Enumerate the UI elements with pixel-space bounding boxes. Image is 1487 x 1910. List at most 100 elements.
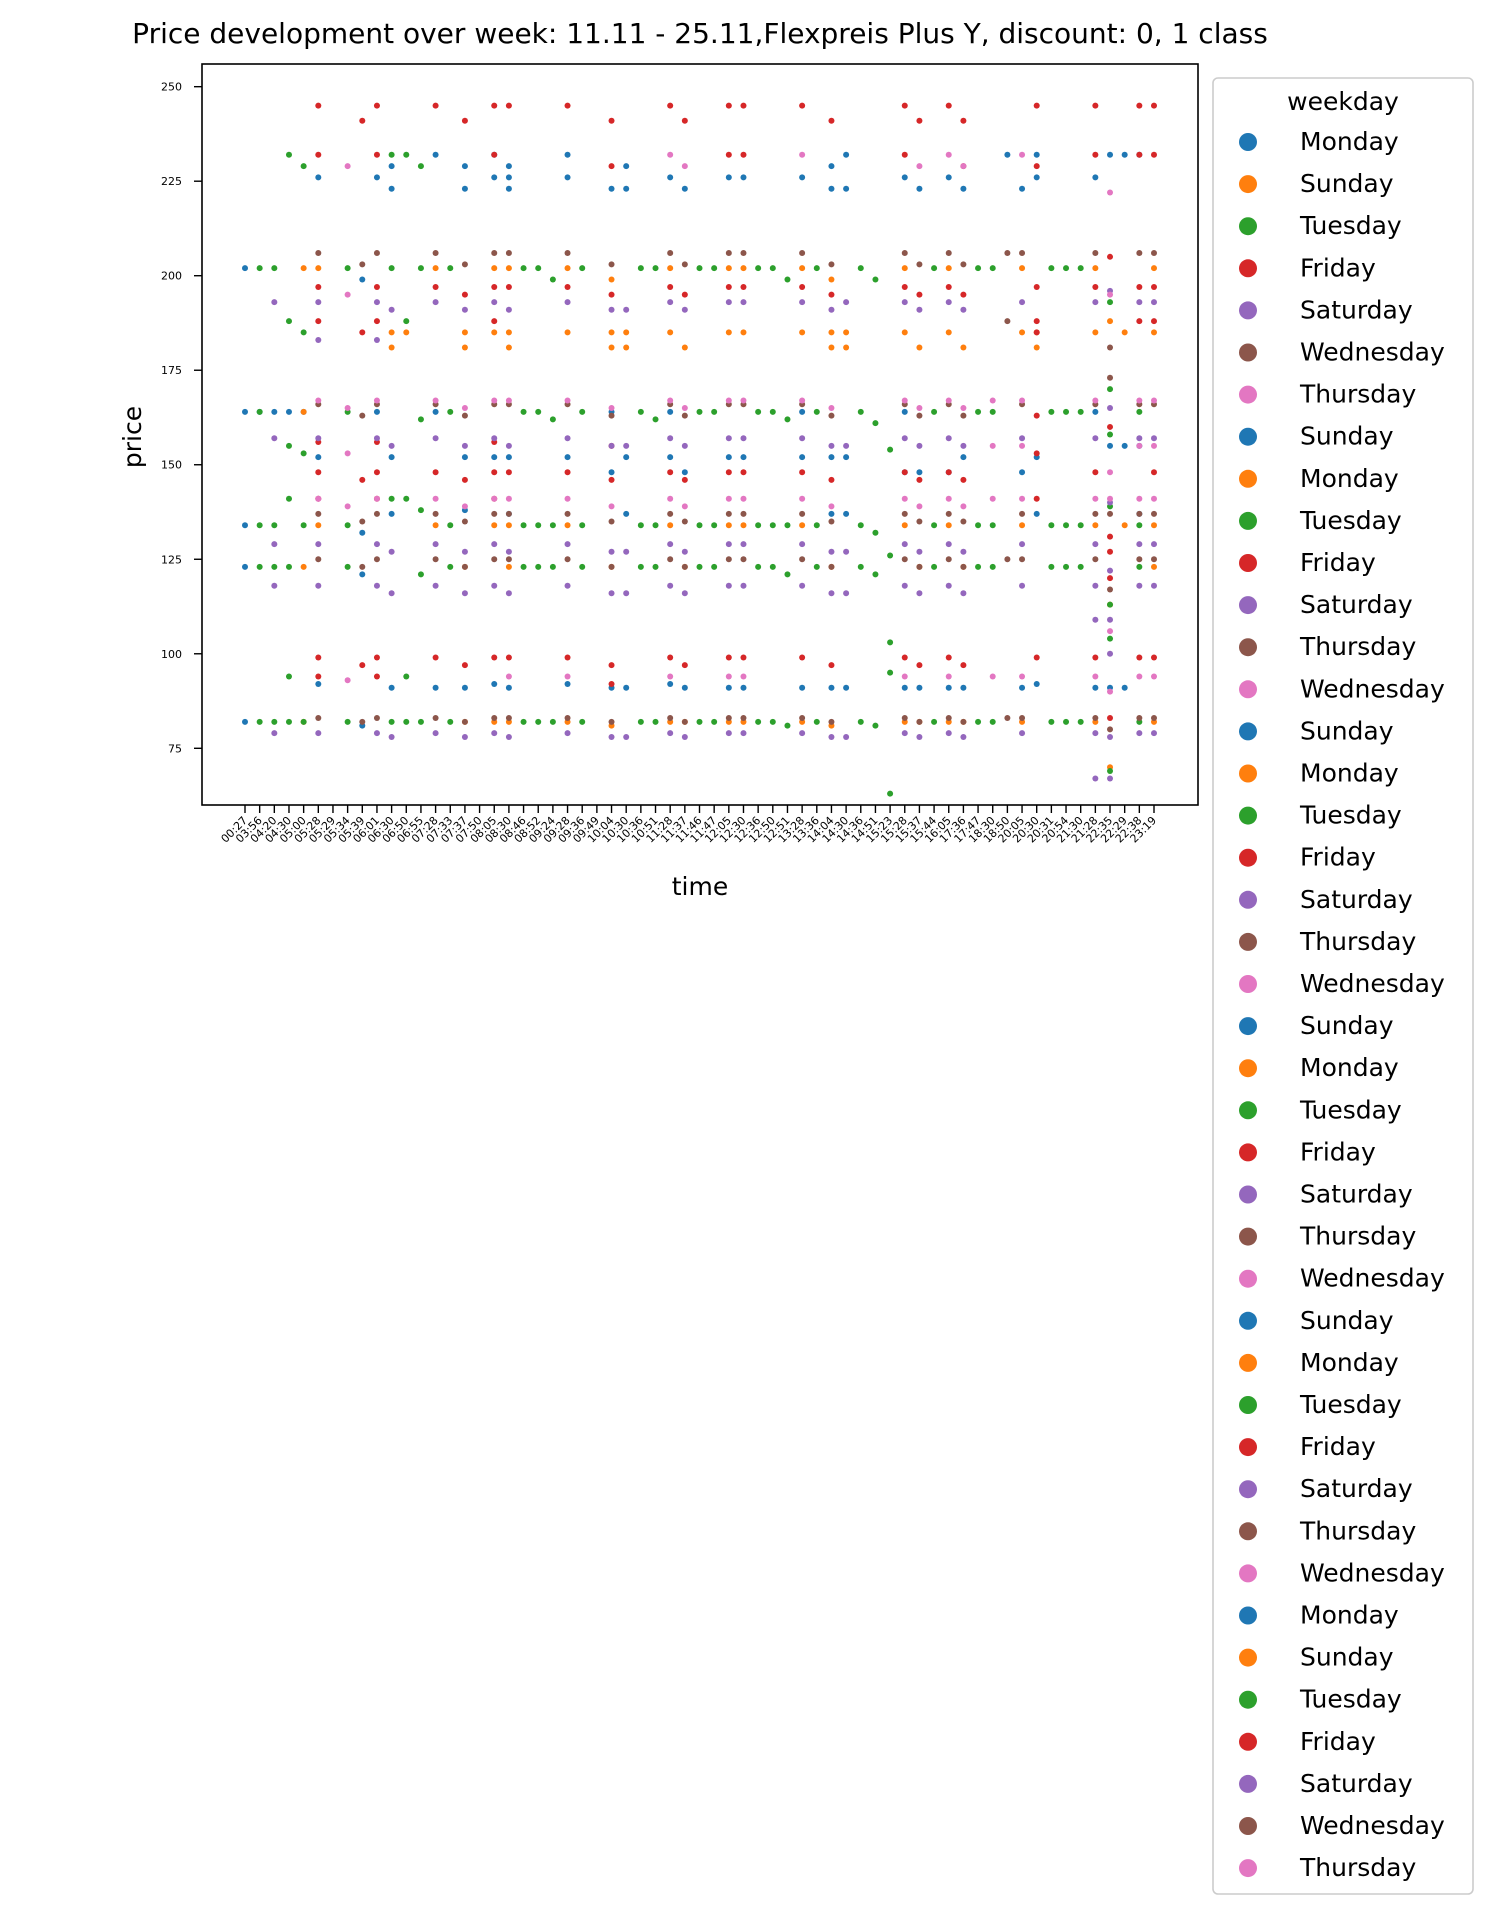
data-point xyxy=(1151,673,1157,680)
data-point xyxy=(1107,495,1114,502)
data-point xyxy=(505,284,512,291)
data-point xyxy=(799,684,806,691)
legend-marker xyxy=(1239,1564,1257,1583)
data-point xyxy=(667,495,674,502)
data-point xyxy=(1136,442,1143,449)
data-point xyxy=(359,329,366,336)
data-point xyxy=(1107,374,1114,381)
data-point xyxy=(960,185,967,192)
data-point xyxy=(681,563,688,570)
data-point xyxy=(916,412,923,419)
data-point xyxy=(843,185,850,192)
legend-marker xyxy=(1239,1732,1257,1751)
data-point xyxy=(505,654,512,661)
data-point xyxy=(681,684,688,691)
data-point xyxy=(740,250,747,257)
data-point xyxy=(1107,628,1114,635)
data-point xyxy=(315,730,322,737)
data-point xyxy=(608,276,615,283)
data-point xyxy=(1107,442,1114,449)
data-point xyxy=(564,102,571,109)
data-point xyxy=(491,510,498,517)
data-point xyxy=(843,684,850,691)
data-point xyxy=(725,556,732,563)
legend-marker xyxy=(1239,1269,1257,1288)
data-point xyxy=(916,503,923,510)
data-point xyxy=(740,174,747,181)
data-point xyxy=(872,420,879,427)
data-point xyxy=(681,548,688,555)
data-point xyxy=(828,117,835,124)
legend-label: Wednesday xyxy=(1300,338,1445,367)
data-point xyxy=(520,563,527,570)
data-point xyxy=(711,522,718,529)
data-point xyxy=(901,495,908,502)
legend-marker xyxy=(1239,301,1257,320)
data-point xyxy=(300,408,307,415)
data-point xyxy=(945,151,952,158)
data-point xyxy=(285,442,292,449)
data-point xyxy=(491,329,498,336)
data-point xyxy=(1048,522,1055,529)
legend-marker xyxy=(1239,427,1257,446)
data-point xyxy=(828,454,835,461)
data-point xyxy=(608,329,615,336)
data-point xyxy=(1004,556,1011,563)
data-point xyxy=(1048,718,1055,725)
legend-label: Tuesday xyxy=(1299,211,1402,240)
legend-label: Monday xyxy=(1300,1053,1399,1082)
data-point xyxy=(535,408,542,415)
data-point xyxy=(373,318,380,325)
data-point xyxy=(916,684,923,691)
data-point xyxy=(916,718,923,725)
data-point xyxy=(623,733,630,740)
data-point xyxy=(403,318,410,325)
data-point xyxy=(417,416,424,423)
y-tick-label: 175 xyxy=(161,364,182,377)
data-point xyxy=(1063,522,1070,529)
data-point xyxy=(579,408,586,415)
data-point xyxy=(491,151,498,158)
data-point xyxy=(799,102,806,109)
data-point xyxy=(373,284,380,291)
data-point xyxy=(828,662,835,669)
data-point xyxy=(1151,582,1157,589)
data-point xyxy=(725,715,732,722)
data-point xyxy=(432,151,439,158)
data-point xyxy=(564,654,571,661)
data-point xyxy=(1048,408,1055,415)
data-point xyxy=(725,582,732,589)
legend-frame xyxy=(1212,77,1474,1895)
data-point xyxy=(359,571,366,578)
data-point xyxy=(681,412,688,419)
data-point xyxy=(388,151,395,158)
legend-marker xyxy=(1239,511,1257,530)
data-point xyxy=(784,571,791,578)
data-point xyxy=(505,344,512,351)
data-point xyxy=(300,522,307,529)
data-point xyxy=(1092,299,1099,306)
data-point xyxy=(315,454,322,461)
data-point xyxy=(1092,495,1099,502)
data-point xyxy=(681,733,688,740)
data-point xyxy=(1092,684,1099,691)
data-point xyxy=(1151,541,1157,548)
data-point xyxy=(945,541,952,548)
legend-label: Friday xyxy=(1300,1137,1376,1166)
x-axis: 00:2703:5604:2004:3005:0005:2805:2905:34… xyxy=(219,805,1159,846)
data-point xyxy=(564,541,571,548)
data-point xyxy=(901,284,908,291)
data-point xyxy=(461,306,468,313)
legend-marker xyxy=(1239,1522,1257,1541)
data-point xyxy=(564,397,571,404)
data-point xyxy=(256,408,263,415)
data-point xyxy=(1033,163,1040,170)
data-point xyxy=(828,563,835,570)
data-point xyxy=(461,476,468,483)
data-point xyxy=(403,495,410,502)
legend-marker xyxy=(1239,1227,1257,1246)
data-point xyxy=(696,408,703,415)
legend-label: Saturday xyxy=(1300,1769,1413,1798)
data-point xyxy=(432,469,439,476)
